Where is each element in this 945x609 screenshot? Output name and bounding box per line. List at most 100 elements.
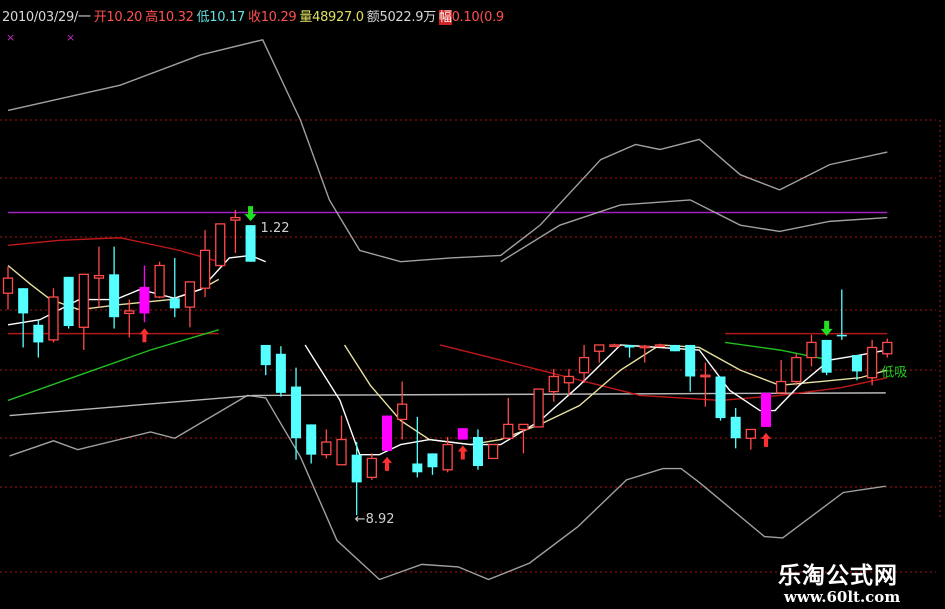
candle <box>761 392 771 427</box>
candle-body <box>654 344 666 348</box>
date: 2010/03/29/一 <box>2 10 91 25</box>
candle <box>700 362 711 407</box>
indicator-line <box>7 237 219 263</box>
candle <box>548 368 559 402</box>
candle <box>609 343 620 348</box>
candle-body <box>715 376 726 419</box>
candle <box>306 424 317 464</box>
candle-body <box>63 276 74 327</box>
candle <box>275 346 286 397</box>
indicator-line <box>343 344 888 446</box>
candle-body <box>761 392 771 427</box>
candle <box>139 265 150 323</box>
candle <box>260 344 271 376</box>
candle-body <box>866 346 878 379</box>
candle-body <box>457 428 468 440</box>
quote-header: 2010/03/29/一 开10.20 高10.32 低10.17 收10.29 量489… <box>2 6 507 25</box>
indicator-line <box>9 392 886 417</box>
candle-body <box>169 298 180 309</box>
candle-body <box>776 380 787 394</box>
candle-body <box>336 438 347 466</box>
candle-body <box>139 286 150 314</box>
candle <box>63 276 74 329</box>
candle-body <box>882 341 893 355</box>
candle <box>851 355 862 381</box>
candle-body <box>745 428 756 439</box>
indicator-line <box>439 344 888 402</box>
candle <box>457 428 468 440</box>
candle <box>427 453 438 475</box>
candle-body <box>260 344 271 366</box>
candle-body <box>624 344 635 348</box>
candle <box>836 289 847 340</box>
candle <box>730 408 741 449</box>
candle-body <box>487 443 499 460</box>
volume-label: 量 <box>299 10 313 25</box>
close-label: 收 <box>247 10 261 25</box>
candle <box>93 246 105 308</box>
candle <box>533 388 544 428</box>
candle-body <box>93 274 105 279</box>
candle-body <box>791 356 802 383</box>
candle-body <box>548 375 559 393</box>
open-value: 10.20 <box>106 10 143 25</box>
watermark-name: 乐淘公式网 <box>778 563 898 589</box>
candle <box>215 223 226 267</box>
candle-body <box>215 223 226 267</box>
candle <box>109 246 120 329</box>
candle-body <box>806 341 817 359</box>
sell-arrow-icon <box>820 320 833 336</box>
candle <box>336 415 347 466</box>
range-label: 幅 <box>438 10 452 25</box>
candle-body <box>154 264 165 298</box>
marker-x: × <box>66 31 75 44</box>
indicator-line <box>304 344 888 456</box>
candle <box>245 225 256 262</box>
candle <box>670 344 681 352</box>
candle <box>518 423 529 454</box>
candle <box>624 344 635 358</box>
candle <box>791 353 802 386</box>
candle-body <box>230 216 241 221</box>
candle <box>654 343 666 348</box>
volume-value: 48927.0 <box>312 10 364 25</box>
candle-body <box>2 277 14 294</box>
candle-body <box>321 441 332 456</box>
candle-body <box>503 423 514 439</box>
watermark-url: www.60lt.com <box>784 588 901 606</box>
candle <box>124 299 135 338</box>
annotation-label: 低吸 <box>881 366 907 381</box>
candle <box>715 376 726 421</box>
candle-body <box>109 274 120 318</box>
candle <box>169 257 180 318</box>
candle-body <box>578 356 590 374</box>
buy-arrow-icon <box>457 445 468 460</box>
candle-body <box>518 423 529 431</box>
candle <box>366 453 377 480</box>
candle-body <box>291 386 302 439</box>
candle-body <box>184 281 196 308</box>
candle <box>18 288 29 348</box>
candle <box>230 210 241 253</box>
candle <box>776 360 787 394</box>
candle <box>397 381 408 440</box>
candle <box>382 415 392 451</box>
candle <box>821 339 832 376</box>
candle-body <box>563 375 575 384</box>
candle <box>321 429 332 459</box>
candle <box>882 338 893 358</box>
candle-body <box>245 225 256 262</box>
range-value: 0.10(0.9 <box>451 10 505 25</box>
marker-x: × <box>6 31 15 44</box>
candle <box>487 443 499 460</box>
candle-body <box>472 437 483 467</box>
annotation-label: ←8.92 <box>355 512 395 527</box>
candle <box>594 344 605 363</box>
sell-arrow-icon <box>244 206 257 222</box>
candle <box>78 273 89 350</box>
indicator-line <box>7 38 888 263</box>
candle <box>154 261 165 299</box>
candle <box>442 437 453 473</box>
candle-body <box>412 463 423 473</box>
